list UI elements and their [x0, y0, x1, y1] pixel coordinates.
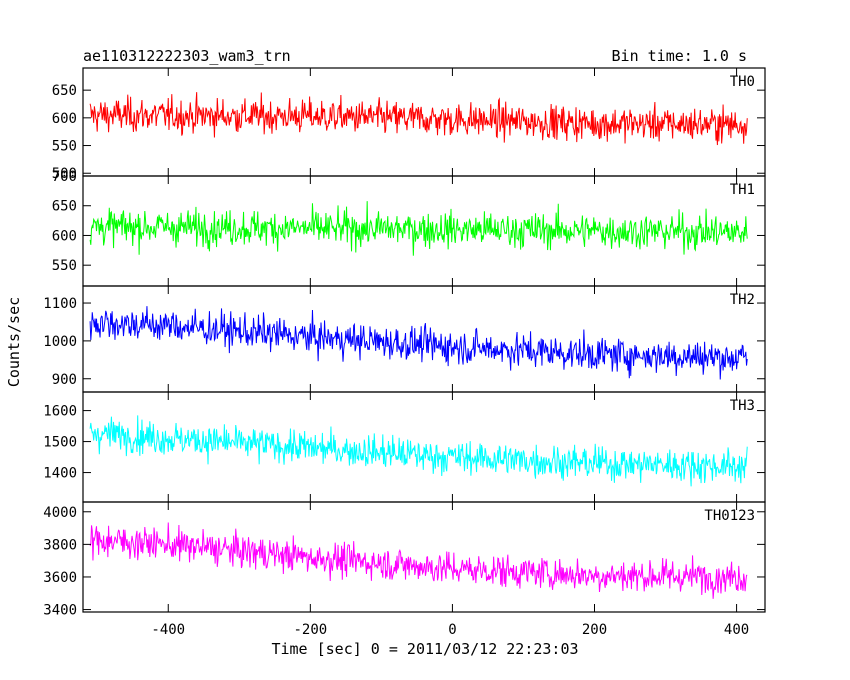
y-tick-label: 3600 — [43, 570, 77, 586]
panel-th3: 1400 1500 1600 TH3 — [43, 391, 766, 503]
y-axis-label: Counts/sec — [5, 297, 23, 387]
series-line-th1 — [89, 201, 748, 256]
y-tick-label: 700 — [52, 169, 77, 185]
y-tick-label: 1600 — [43, 404, 77, 420]
series-line-th2 — [89, 306, 748, 380]
y-tick-label: 600 — [52, 111, 77, 127]
panel-frame — [82, 501, 766, 613]
y-tick-label: 1400 — [43, 466, 77, 482]
y-tick-label: 3400 — [43, 603, 77, 619]
chart-title: ae110312222303_wam3_trn — [83, 47, 291, 65]
y-tick-label: 650 — [52, 199, 77, 215]
y-tick-label: 1000 — [43, 334, 77, 350]
panels-group: 500 550 600 650 TH0 550 600 650 700 TH1 900 1000 110… — [43, 67, 766, 638]
series-line-th3 — [89, 415, 748, 487]
y-tick-label: 1100 — [43, 296, 77, 312]
panel-label: TH2 — [730, 292, 755, 308]
x-tick-label: -400 — [151, 622, 185, 638]
series-line-th0123 — [89, 522, 748, 599]
y-tick-label: 650 — [52, 83, 77, 99]
panel-th0123: 3400 3600 3800 4000 TH0123 — [43, 501, 766, 619]
x-tick-label: 0 — [448, 622, 456, 638]
y-tick-label: 550 — [52, 139, 77, 155]
y-tick-label: 3800 — [43, 537, 77, 553]
panel-th0: 500 550 600 650 TH0 — [52, 67, 766, 182]
panel-th1: 550 600 650 700 TH1 — [52, 169, 766, 287]
y-tick-label: 1500 — [43, 435, 77, 451]
y-tick-label: 550 — [52, 258, 77, 274]
panel-label: TH0123 — [704, 508, 755, 524]
y-tick-label: 4000 — [43, 505, 77, 521]
panel-th2: 900 1000 1100 TH2 — [43, 285, 766, 393]
y-tick-label: 500 — [52, 166, 77, 182]
x-tick-label: -200 — [293, 622, 327, 638]
x-tick-label: 200 — [582, 622, 607, 638]
y-tick-label: 900 — [52, 372, 77, 388]
x-tick-label: 400 — [724, 622, 749, 638]
panel-label: TH1 — [730, 182, 755, 198]
bin-time-label: Bin time: 1.0 s — [612, 47, 747, 65]
series-line-th0 — [89, 92, 748, 146]
y-tick-label: 600 — [52, 228, 77, 244]
panel-label: TH3 — [730, 398, 755, 414]
x-axis-label: Time [sec] 0 = 2011/03/12 22:23:03 — [271, 640, 578, 658]
panel-label: TH0 — [730, 74, 755, 90]
